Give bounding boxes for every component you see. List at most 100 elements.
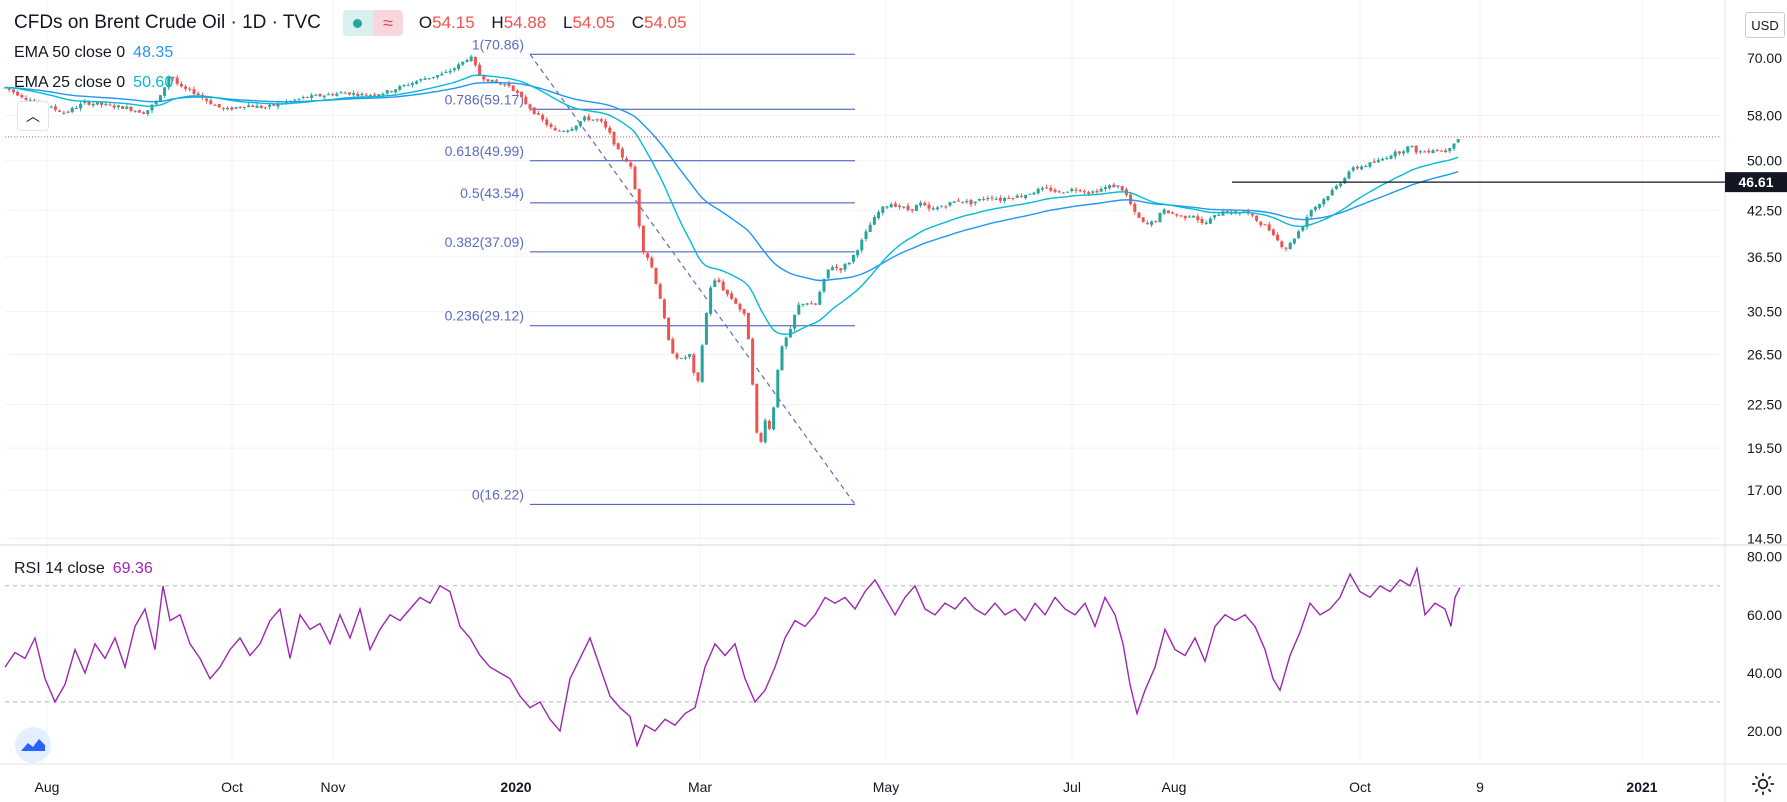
candle-body xyxy=(322,95,326,98)
price-tick-label: 26.50 xyxy=(1747,346,1782,362)
candle-body xyxy=(662,299,666,319)
candle-body xyxy=(427,78,431,80)
candle-body xyxy=(1305,216,1309,227)
candle-body xyxy=(977,199,981,201)
candle-body xyxy=(1364,165,1368,167)
candle-body xyxy=(1255,215,1259,221)
candle-body xyxy=(196,93,200,96)
candle-body xyxy=(620,148,624,158)
candle-body xyxy=(146,110,150,114)
candle-body xyxy=(133,110,137,112)
candle-body xyxy=(1192,215,1196,218)
candle-body xyxy=(100,102,104,105)
candle-body xyxy=(1448,148,1452,152)
candle-body xyxy=(1439,150,1443,152)
candle-body xyxy=(142,112,146,114)
ema50-line xyxy=(4,81,1459,282)
candle-body xyxy=(499,83,503,85)
candle-body xyxy=(914,204,918,212)
indicator-rsi[interactable]: RSI 14 close 69.36 xyxy=(14,560,153,578)
candle-body xyxy=(1082,191,1086,193)
candle-body xyxy=(1150,221,1154,225)
fibonacci-retracement[interactable]: 1(70.86) 0.786(59.17) 0.618(49.99) 0.5(43.5… xyxy=(445,36,855,505)
indicator-ema25[interactable]: EMA 25 close 0 50.60 xyxy=(14,74,173,92)
settings-gear-icon[interactable] xyxy=(1750,771,1776,797)
candle-body xyxy=(692,354,696,373)
candle-body xyxy=(331,94,335,96)
status-pill[interactable]: ≈ xyxy=(342,10,403,36)
candle-body xyxy=(583,116,587,121)
candle-body xyxy=(1406,146,1410,153)
candle-body xyxy=(671,339,675,354)
candle-body xyxy=(87,101,91,105)
candle-body xyxy=(843,264,847,270)
candle-body xyxy=(1276,234,1280,241)
rsi-tick-label: 60.00 xyxy=(1747,607,1782,623)
candle-body xyxy=(1040,187,1044,190)
symbol-title[interactable]: CFDs on Brent Crude Oil · 1D · TVC xyxy=(14,12,321,33)
candle-body xyxy=(1120,186,1124,191)
candle-body xyxy=(1078,190,1082,192)
candle-body xyxy=(16,91,20,96)
candle-body xyxy=(562,130,566,132)
candle-body xyxy=(1116,185,1120,187)
candle-body xyxy=(956,200,960,202)
collapse-legend-button[interactable]: ︿ xyxy=(17,101,49,131)
candle-body xyxy=(860,239,864,251)
price-tick-label: 42.50 xyxy=(1747,202,1782,218)
candle-body xyxy=(805,303,809,305)
candle-body xyxy=(116,105,120,108)
candle-body xyxy=(1271,229,1275,236)
indicator-ema50[interactable]: EMA 50 close 0 48.35 xyxy=(14,44,173,62)
candle-body xyxy=(616,143,620,150)
candle-body xyxy=(1376,160,1380,163)
ema25-line xyxy=(4,74,1459,336)
candle-body xyxy=(1091,191,1095,193)
candle-body xyxy=(549,124,553,128)
candle-body xyxy=(158,95,162,102)
candle-body xyxy=(1355,166,1359,169)
rsi-line xyxy=(4,565,1461,748)
currency-button[interactable]: USD xyxy=(1745,12,1785,38)
tradingview-logo-icon[interactable] xyxy=(14,726,52,764)
candle-body xyxy=(154,100,158,105)
candle-body xyxy=(1036,188,1040,194)
price-tick-label: 58.00 xyxy=(1747,107,1782,123)
candle-body xyxy=(759,433,763,442)
price-tick-label: 30.50 xyxy=(1747,304,1782,320)
candle-body xyxy=(482,76,486,80)
indicator-ema50-name: EMA 50 close 0 xyxy=(14,44,126,61)
candle-body xyxy=(1242,211,1246,213)
candle-body xyxy=(66,111,70,113)
candle-body xyxy=(809,303,813,305)
candle-body xyxy=(839,268,843,271)
candle-body xyxy=(1284,247,1288,249)
candle-body xyxy=(83,101,87,103)
candle-body xyxy=(49,106,53,108)
horizontal-level-line[interactable]: 46.61 xyxy=(1232,172,1787,193)
candle-body xyxy=(448,70,452,73)
candle-body xyxy=(784,337,788,347)
indicator-ema50-value: 48.35 xyxy=(133,44,174,61)
compare-wave-icon: ≈ xyxy=(372,10,403,36)
candle-body xyxy=(877,212,881,219)
candle-body xyxy=(1133,203,1137,212)
candle-body xyxy=(998,197,1002,201)
fibonacci-trend-line[interactable] xyxy=(529,53,856,505)
chart-header: CFDs on Brent Crude Oil · 1D · TVC ≈ O54… xyxy=(14,10,699,36)
rsi-tick-label: 80.00 xyxy=(1747,549,1782,565)
candle-body xyxy=(171,76,175,79)
candle-body xyxy=(1389,155,1393,159)
fib-level-label: 0.5(43.54) xyxy=(460,185,524,201)
candle-body xyxy=(536,113,540,115)
candle-body xyxy=(179,83,183,87)
candle-body xyxy=(192,89,196,94)
candle-body xyxy=(137,110,141,113)
time-tick-label: May xyxy=(873,779,899,795)
candle-body xyxy=(520,91,524,98)
candle-body xyxy=(268,104,272,107)
candle-body xyxy=(734,298,738,304)
candle-body xyxy=(1318,204,1322,208)
candle-body xyxy=(247,105,251,108)
